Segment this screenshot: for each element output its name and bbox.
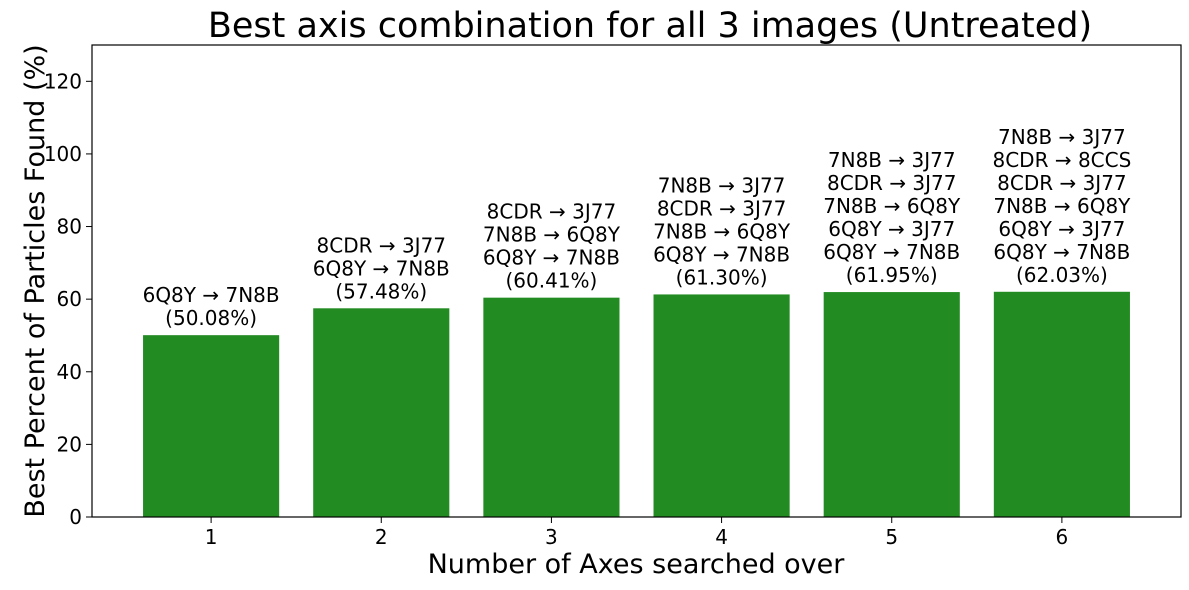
x-tick-label-4: 4 [715,525,728,549]
bar-label-5-line-3: 7N8B → 6Q8Y [823,194,961,218]
y-tick-label-60: 60 [57,287,82,311]
bar-label-6-line-4: 7N8B → 6Q8Y [993,194,1131,218]
x-axis-label: Number of Axes searched over [428,549,846,580]
bar-5 [823,292,960,517]
bar-label-3-line-4: (60.41%) [505,269,597,293]
bar-label-6-line-3: 8CDR → 3J77 [997,171,1127,195]
x-tick-label-2: 2 [375,525,388,549]
bar-4 [653,294,790,517]
x-tick-label-1: 1 [205,525,218,549]
y-axis-ticks: 0 20 40 60 80 100 120 [44,69,92,529]
bar-label-5-line-2: 8CDR → 3J77 [827,171,957,195]
bar-label-5-line-5: 6Q8Y → 7N8B [823,240,960,264]
bar-label-4-line-4: 6Q8Y → 7N8B [653,242,790,266]
x-tick-label-5: 5 [885,525,898,549]
bar-label-4-line-2: 8CDR → 3J77 [657,196,787,220]
bar-label-4-line-5: (61.30%) [676,265,768,289]
bar-label-6-line-1: 7N8B → 3J77 [998,125,1126,149]
bar-label-6-line-2: 8CDR → 8CCS [992,148,1131,172]
plot-frame [91,44,1182,518]
bars-group [143,291,1130,517]
x-tick-label-6: 6 [1056,525,1069,549]
x-axis-ticks: 1 2 3 4 5 6 [205,517,1069,549]
bar-2 [313,308,450,517]
bar-label-6-line-6: 6Q8Y → 7N8B [993,240,1130,264]
bar-label-5-line-4: 6Q8Y → 3J77 [828,217,955,241]
bar-1 [143,335,280,517]
x-tick-label-3: 3 [545,525,558,549]
bar-label-1-line-2: (50.08%) [165,306,257,330]
y-axis-label: Best Percent of Particles Found (%) [20,44,51,517]
bar-label-5-line-6: (61.95%) [846,263,938,287]
bar-label-3-line-2: 7N8B → 6Q8Y [483,223,621,247]
bar-label-3-line-3: 6Q8Y → 7N8B [483,246,620,270]
y-tick-label-0: 0 [69,505,82,529]
y-tick-label-40: 40 [57,360,82,384]
y-tick-label-100: 100 [44,142,82,166]
bar-label-4-line-3: 7N8B → 6Q8Y [653,219,791,243]
bar-label-2-line-3: (57.48%) [335,279,427,303]
chart-title: Best axis combination for all 3 images (… [208,6,1092,46]
bar-label-6-line-7: (62.03%) [1016,263,1108,287]
y-tick-label-20: 20 [57,432,82,456]
bar-6 [993,291,1130,517]
y-tick-label-120: 120 [44,69,82,93]
bar-label-1-line-1: 6Q8Y → 7N8B [143,283,280,307]
bar-3 [483,297,620,517]
bar-label-6-line-5: 6Q8Y → 3J77 [998,217,1125,241]
bar-label-3-line-1: 8CDR → 3J77 [487,200,617,224]
bar-label-4-line-1: 7N8B → 3J77 [658,173,786,197]
bar-label-2-line-1: 8CDR → 3J77 [317,233,447,257]
y-tick-label-80: 80 [57,215,82,239]
bar-label-2-line-2: 6Q8Y → 7N8B [313,256,450,280]
bar-label-5-line-1: 7N8B → 3J77 [828,148,956,172]
